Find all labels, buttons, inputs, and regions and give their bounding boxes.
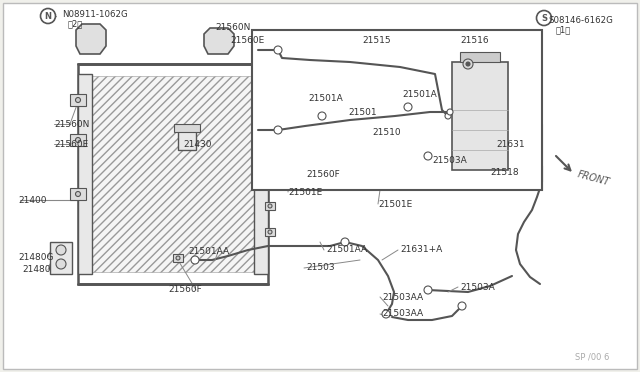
Text: FRONT: FRONT: [576, 169, 611, 187]
Circle shape: [341, 238, 349, 246]
Text: 21503AA: 21503AA: [382, 292, 423, 301]
Text: （2）: （2）: [68, 19, 83, 29]
Bar: [252, 30, 542, 190]
Bar: [265, 176, 275, 184]
Text: 21518: 21518: [490, 167, 518, 176]
Bar: [178, 128, 196, 150]
Circle shape: [274, 46, 282, 54]
Circle shape: [404, 103, 412, 111]
Circle shape: [40, 9, 56, 23]
Bar: [78, 74, 92, 274]
Circle shape: [76, 192, 81, 196]
Text: 21560E: 21560E: [54, 140, 88, 148]
Text: 21631: 21631: [496, 140, 525, 148]
Bar: [174, 124, 200, 132]
Circle shape: [458, 302, 466, 310]
Bar: [452, 62, 508, 170]
Circle shape: [447, 109, 453, 115]
Text: 21560F: 21560F: [306, 170, 340, 179]
Text: 21631+A: 21631+A: [400, 246, 442, 254]
Text: 21501E: 21501E: [378, 199, 412, 208]
Polygon shape: [76, 24, 106, 54]
Text: 21501: 21501: [348, 108, 376, 116]
Text: 21503A: 21503A: [432, 155, 467, 164]
Circle shape: [536, 10, 552, 26]
Text: 21501E: 21501E: [288, 187, 323, 196]
Text: S: S: [541, 13, 547, 22]
Text: N08911-1062G: N08911-1062G: [62, 10, 128, 19]
Text: 21560N: 21560N: [215, 22, 250, 32]
Bar: [460, 52, 500, 62]
Bar: [70, 134, 86, 146]
Polygon shape: [204, 28, 234, 54]
Text: SP /00 6: SP /00 6: [575, 353, 609, 362]
Circle shape: [268, 178, 272, 182]
Text: 21480: 21480: [22, 266, 51, 275]
Bar: [173, 254, 183, 262]
Text: （1）: （1）: [556, 26, 572, 35]
Text: 21501A: 21501A: [308, 93, 343, 103]
Text: 21515: 21515: [362, 35, 390, 45]
Text: 21503: 21503: [306, 263, 335, 273]
Circle shape: [424, 286, 432, 294]
Bar: [70, 188, 86, 200]
Bar: [70, 94, 86, 106]
Circle shape: [463, 59, 473, 69]
Text: 21560N: 21560N: [54, 119, 90, 128]
Text: 21503A: 21503A: [460, 282, 495, 292]
Bar: [265, 228, 275, 236]
Bar: [265, 202, 275, 210]
Circle shape: [318, 112, 326, 120]
Text: 21501AA: 21501AA: [188, 247, 229, 257]
Text: 21400: 21400: [18, 196, 47, 205]
Circle shape: [76, 138, 81, 142]
Circle shape: [76, 97, 81, 103]
Text: N: N: [45, 12, 51, 20]
Circle shape: [466, 62, 470, 66]
Text: 21501AA: 21501AA: [326, 246, 367, 254]
Bar: [254, 74, 268, 274]
Circle shape: [274, 126, 282, 134]
Text: 21480G: 21480G: [18, 253, 54, 262]
Circle shape: [191, 256, 199, 264]
Circle shape: [56, 259, 66, 269]
Text: 21560E: 21560E: [230, 35, 264, 45]
Text: 21516: 21516: [460, 35, 488, 45]
Circle shape: [56, 245, 66, 255]
Bar: [50, 242, 72, 274]
Text: 21560F: 21560F: [168, 285, 202, 295]
Circle shape: [424, 152, 432, 160]
Circle shape: [382, 310, 390, 318]
Text: 21501A: 21501A: [402, 90, 436, 99]
Circle shape: [268, 230, 272, 234]
Circle shape: [176, 256, 180, 260]
Text: S08146-6162G: S08146-6162G: [548, 16, 613, 25]
Text: 21510: 21510: [372, 128, 401, 137]
Circle shape: [268, 204, 272, 208]
Circle shape: [445, 113, 451, 119]
Text: 21503AA: 21503AA: [382, 310, 423, 318]
Bar: [78, 64, 268, 284]
Bar: [92, 76, 254, 272]
Text: 21430: 21430: [183, 140, 211, 148]
